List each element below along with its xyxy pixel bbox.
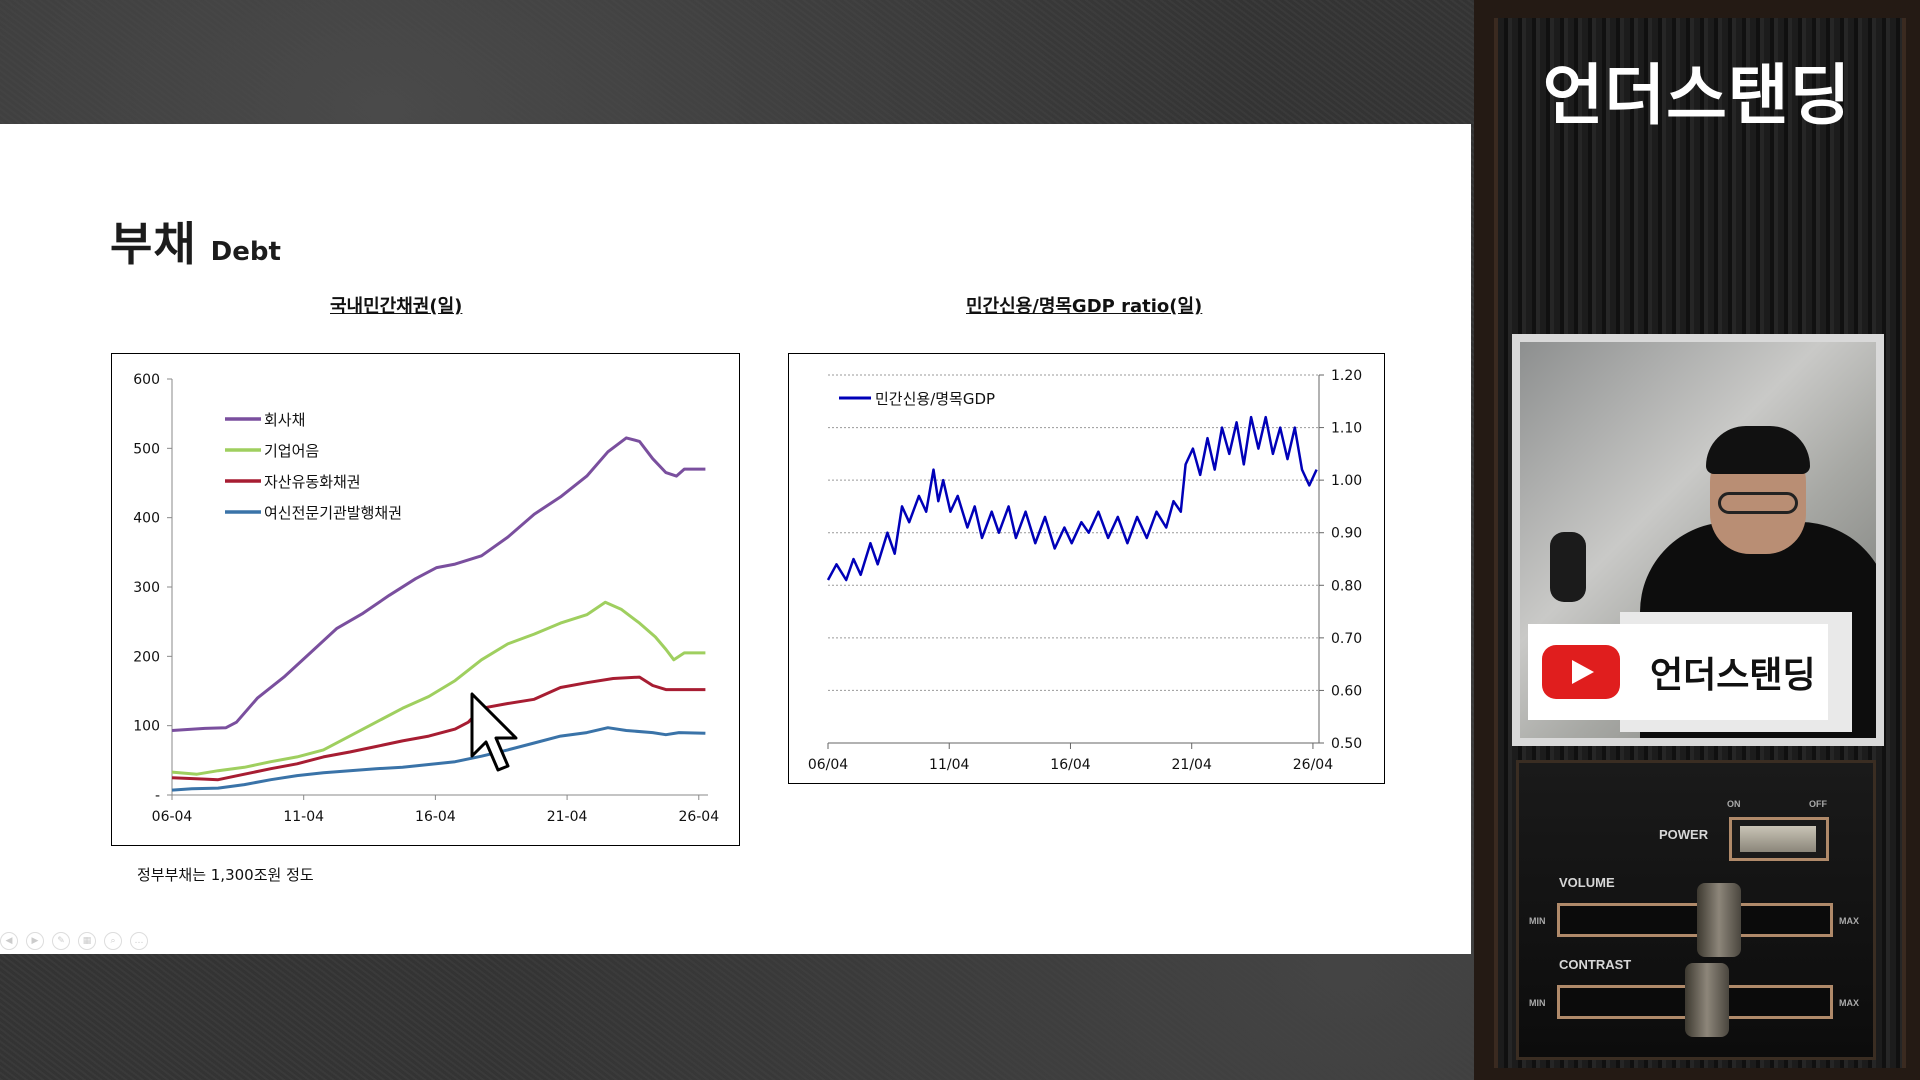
youtube-play-icon bbox=[1542, 645, 1620, 699]
power-label: POWER bbox=[1659, 827, 1709, 842]
power-toggle[interactable] bbox=[1740, 826, 1816, 852]
series-line-1 bbox=[826, 415, 1318, 582]
webcam-video: 언더스탠딩 bbox=[1520, 342, 1876, 738]
power-off-label: OFF bbox=[1809, 799, 1827, 809]
contrast-max-label: MAX bbox=[1839, 998, 1859, 1008]
x-tick-label: 16-04 bbox=[415, 809, 456, 825]
youtube-channel-name: 언더스탠딩 bbox=[1650, 655, 1816, 696]
chart-title-private-bonds: 국내민간채권(일) bbox=[330, 296, 463, 317]
legend-label-2: 기업어음 bbox=[264, 442, 319, 460]
prev-slide-icon[interactable]: ◀ bbox=[0, 932, 18, 950]
contrast-slider-knob[interactable] bbox=[1685, 963, 1729, 1037]
legend-label-1: 민간신용/명목GDP bbox=[875, 390, 995, 408]
y-tick-label: 200 bbox=[133, 649, 160, 665]
y-tick-label: 100 bbox=[133, 719, 160, 735]
series-line-2 bbox=[171, 600, 706, 776]
presentation-slide: 부채 Debt 국내민간채권(일) 민간신용/명목GDP ratio(일) - 10… bbox=[0, 124, 1471, 954]
x-tick-label: 06-04 bbox=[152, 809, 193, 825]
presenter-glasses bbox=[1718, 492, 1798, 514]
credit-gdp-ratio-chart: 0.50 0.60 0.70 0.80 0.90 1.00 1.10 1.20 06/04 11/… bbox=[788, 353, 1385, 784]
private-bonds-chart: - 100 200 300 400 500 600 06-04 11-04 16-04 21-04 2… bbox=[111, 353, 740, 846]
volume-min-label: MIN bbox=[1529, 916, 1546, 926]
y-tick-label: 0.50 bbox=[1331, 736, 1362, 752]
zoom-icon[interactable]: ⌕ bbox=[104, 932, 122, 950]
volume-slider-track[interactable] bbox=[1557, 903, 1833, 937]
pen-icon[interactable]: ✎ bbox=[52, 932, 70, 950]
volume-max-label: MAX bbox=[1839, 916, 1859, 926]
x-tick-label: 06/04 bbox=[808, 757, 848, 773]
footnote: 정부부채는 1,300조원 정도 bbox=[137, 866, 314, 884]
y-tick-label: 1.20 bbox=[1331, 368, 1362, 384]
legend-label-3: 자산유동화채권 bbox=[264, 473, 361, 491]
y-tick-label: 400 bbox=[133, 511, 160, 527]
y-tick-label: 300 bbox=[133, 580, 160, 596]
presenter-hair bbox=[1706, 426, 1810, 474]
slide-title: 부채 Debt bbox=[110, 208, 281, 274]
slide-title-main: 부채 bbox=[110, 217, 197, 271]
series-line-3 bbox=[171, 675, 706, 782]
x-tick-label: 11/04 bbox=[929, 757, 969, 773]
y-tick-label: 0.90 bbox=[1331, 526, 1362, 542]
contrast-min-label: MIN bbox=[1529, 998, 1546, 1008]
x-tick-label: 21/04 bbox=[1172, 757, 1212, 773]
contrast-label: CONTRAST bbox=[1559, 957, 1632, 972]
legend-label-1: 회사채 bbox=[264, 411, 305, 429]
x-tick-label: 11-04 bbox=[283, 809, 324, 825]
volume-slider-knob[interactable] bbox=[1697, 883, 1741, 957]
slide-title-sub: Debt bbox=[210, 237, 281, 267]
power-on-label: ON bbox=[1727, 799, 1741, 809]
youtube-channel-banner: 언더스탠딩 bbox=[1528, 624, 1828, 720]
legend-label-4: 여신전문기관발행채권 bbox=[264, 504, 402, 522]
volume-label: VOLUME bbox=[1559, 875, 1615, 890]
y-tick-label: 500 bbox=[133, 441, 160, 457]
credit-gdp-ratio-chart-svg: 0.50 0.60 0.70 0.80 0.90 1.00 1.10 1.20 06/04 11/… bbox=[808, 368, 1362, 773]
series-line-1 bbox=[171, 436, 706, 732]
microphone bbox=[1550, 532, 1586, 602]
y-tick-label: 0.80 bbox=[1331, 578, 1362, 594]
more-icon[interactable]: … bbox=[130, 932, 148, 950]
y-tick-label: - bbox=[155, 788, 160, 804]
slide-controls: ◀ ▶ ✎ ▦ ⌕ … bbox=[0, 932, 148, 950]
power-switch[interactable] bbox=[1729, 817, 1829, 861]
x-tick-label: 26-04 bbox=[678, 809, 719, 825]
private-bonds-chart-svg: - 100 200 300 400 500 600 06-04 11-04 16-04 21-04 2… bbox=[133, 372, 719, 825]
mouse-cursor-icon bbox=[470, 692, 518, 772]
slides-icon[interactable]: ▦ bbox=[78, 932, 96, 950]
y-tick-label: 1.10 bbox=[1331, 421, 1362, 437]
retro-control-panel: ON OFF POWER VOLUME MIN MAX CONTRAST MIN… bbox=[1516, 760, 1876, 1060]
y-tick-label: 0.60 bbox=[1331, 683, 1362, 699]
chart-title-credit-gdp-ratio: 민간신용/명목GDP ratio(일) bbox=[966, 296, 1203, 317]
series-line-4 bbox=[171, 726, 706, 792]
x-tick-label: 26/04 bbox=[1293, 757, 1333, 773]
webcam-frame: 언더스탠딩 bbox=[1512, 334, 1884, 746]
y-tick-label: 0.70 bbox=[1331, 631, 1362, 647]
channel-brand-title: 언더스탠딩 bbox=[1542, 57, 1852, 134]
y-tick-label: 600 bbox=[133, 372, 160, 388]
y-tick-label: 1.00 bbox=[1331, 473, 1362, 489]
next-slide-icon[interactable]: ▶ bbox=[26, 932, 44, 950]
x-tick-label: 16/04 bbox=[1050, 757, 1090, 773]
x-tick-label: 21-04 bbox=[547, 809, 588, 825]
